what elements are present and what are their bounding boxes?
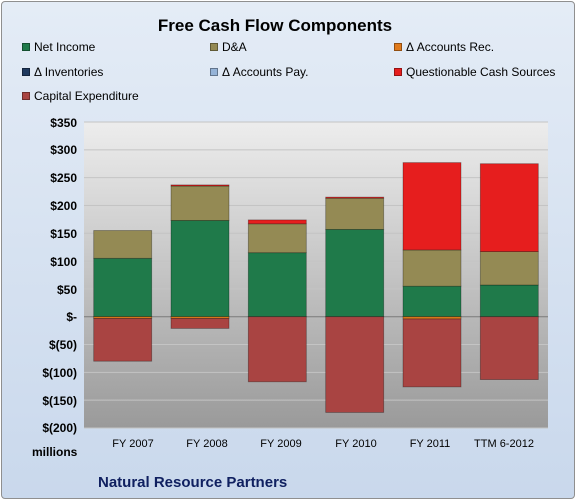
x-tick-label: FY 2010 — [335, 438, 377, 450]
bar-segment — [325, 197, 385, 230]
bar-segment — [402, 249, 462, 287]
bar-segment — [247, 252, 307, 318]
legend-item: Net Income — [22, 40, 95, 54]
legend-swatch — [210, 68, 218, 76]
bar-segment — [479, 251, 539, 286]
legend-swatch — [22, 68, 30, 76]
y-tick-label: $(150) — [42, 394, 77, 408]
legend-item: Questionable Cash Sources — [394, 65, 555, 79]
y-tick-label: $150 — [50, 227, 77, 241]
legend-label: Questionable Cash Sources — [406, 65, 556, 79]
legend-item: Δ Accounts Pay. — [210, 65, 309, 79]
bar-segment — [479, 163, 539, 252]
legend-label: Δ Accounts Rec. — [406, 40, 495, 54]
x-tick-label: TTM 6-2012 — [474, 438, 534, 450]
legend-label: Net Income — [34, 40, 96, 54]
company-name: Natural Resource Partners — [98, 474, 288, 491]
chart-title: Free Cash Flow Components — [157, 16, 393, 35]
legend-item: Δ Inventories — [22, 65, 103, 79]
bar-segment — [402, 318, 462, 388]
bar-segment — [93, 317, 153, 362]
legend-swatch — [22, 43, 30, 51]
legend-swatch — [210, 43, 218, 51]
bar-segment — [402, 162, 462, 251]
bar-segment — [170, 184, 230, 187]
bar-segment — [402, 316, 462, 320]
legend-item: D&A — [210, 40, 247, 54]
bar-segment — [170, 317, 230, 329]
y-tick-label: $(50) — [48, 338, 77, 352]
y-tick-label: $(100) — [42, 366, 77, 380]
bar-segment — [402, 285, 462, 318]
bar-segment — [479, 284, 539, 318]
y-tick-label: $50 — [56, 283, 77, 297]
x-tick-label: FY 2008 — [186, 438, 228, 450]
bar-segment — [325, 316, 385, 413]
bar-segment — [170, 220, 230, 318]
bar-segment — [479, 316, 539, 381]
y-tick-label: $300 — [50, 143, 77, 157]
legend-item: Δ Accounts Rec. — [394, 40, 494, 54]
bar-segment — [93, 230, 153, 259]
legend-label: Δ Inventories — [34, 65, 104, 79]
unit-label: millions — [32, 445, 78, 459]
legend-swatch — [394, 68, 402, 76]
y-tick-label: $200 — [50, 199, 77, 213]
x-tick-label: FY 2009 — [260, 438, 302, 450]
y-tick-label: $100 — [50, 255, 77, 269]
bar-segment — [247, 223, 307, 254]
y-tick-label: $350 — [50, 116, 77, 130]
legend-label: Δ Accounts Pay. — [222, 65, 309, 79]
y-tick-label: $(200) — [42, 421, 77, 435]
y-tick-label: $250 — [50, 171, 77, 185]
plot-background — [84, 122, 548, 428]
legend-label: Capital Expenditure — [34, 89, 139, 103]
bar-segment — [170, 185, 230, 221]
bar-segment — [93, 257, 153, 318]
x-tick-label: FY 2007 — [112, 438, 154, 450]
legend-swatch — [394, 43, 402, 51]
legend-swatch — [22, 92, 30, 100]
y-tick-label: $- — [66, 310, 77, 324]
bar-segment — [325, 228, 385, 318]
x-tick-label: FY 2011 — [409, 438, 451, 450]
bar-segment — [247, 316, 307, 383]
bar-segment — [325, 196, 385, 199]
legend-label: D&A — [222, 40, 247, 54]
bar-segment — [247, 219, 307, 225]
legend-item: Capital Expenditure — [22, 89, 139, 103]
